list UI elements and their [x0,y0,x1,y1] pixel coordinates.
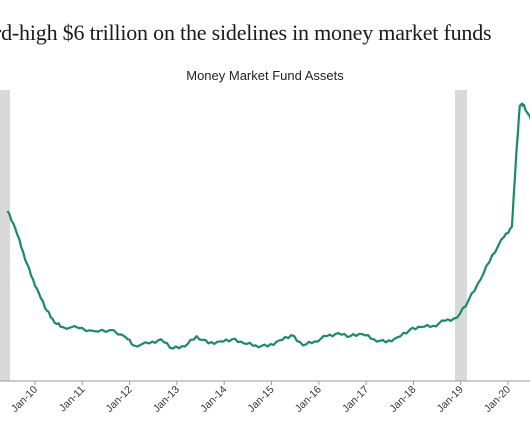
x-tick-label: Jan-20 [482,384,513,415]
x-tick-label: Jan-12 [104,384,135,415]
x-tick-label: Jan-14 [198,384,229,415]
x-tick-label: Jan-19 [435,384,466,415]
x-tick-label: Jan-10 [9,384,40,415]
x-tick-label: Jan-11 [57,384,88,415]
x-axis-ticks: Jan-10 Jan-11 Jan-12 Jan-13 Jan-14 Jan-15 Jan-… [9,381,530,415]
chart-title: Money Market Fund Assets [186,68,344,83]
money-market-assets-line [6,102,530,350]
page-headline: rd-high $6 trillion on the sidelines in … [0,20,492,45]
recession-band [455,90,467,381]
x-tick-label: Jan-16 [293,384,324,415]
x-tick-label: Jan-13 [151,384,182,415]
x-tick-label: Jan-18 [387,384,418,415]
x-tick-label: Jan-15 [245,384,276,415]
recession-band [0,90,10,381]
x-tick-label: Jan-17 [340,384,371,415]
